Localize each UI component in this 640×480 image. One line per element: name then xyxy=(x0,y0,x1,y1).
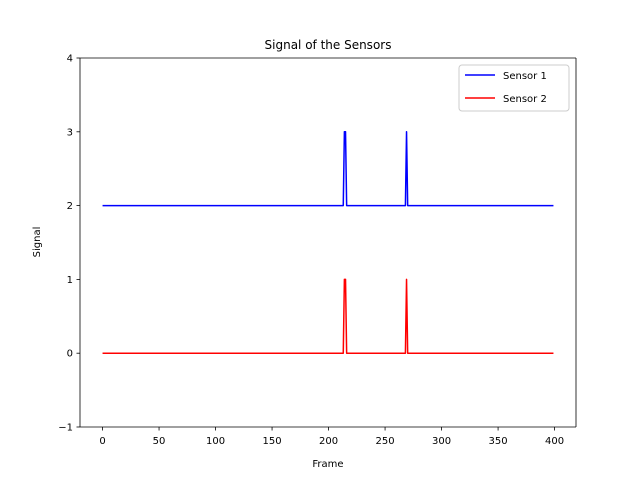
series-layer xyxy=(102,131,554,354)
chart-title: Signal of the Sensors xyxy=(265,38,392,52)
plot-area xyxy=(80,58,576,427)
legend-label-sensor-2: Sensor 2 xyxy=(503,94,547,105)
y-axis-ticks: −1 0 1 2 3 4 xyxy=(58,54,80,434)
y-tick-label: 0 xyxy=(67,349,73,360)
x-tick-label: 400 xyxy=(545,436,564,447)
series-line-sensor-2 xyxy=(102,278,554,354)
x-tick-label: 350 xyxy=(489,436,508,447)
x-tick-label: 250 xyxy=(376,436,395,447)
x-axis-ticks: 0 50 100 150 200 250 300 350 400 xyxy=(99,427,564,447)
x-tick-label: 300 xyxy=(432,436,451,447)
y-tick-label: 4 xyxy=(67,54,73,65)
x-tick-label: 0 xyxy=(99,436,105,447)
x-tick-label: 100 xyxy=(206,436,225,447)
y-tick-label: −1 xyxy=(58,423,73,434)
legend-box xyxy=(458,64,570,112)
legend-label-sensor-1: Sensor 1 xyxy=(503,71,547,82)
y-tick-label: 2 xyxy=(67,201,73,212)
series-line-sensor-1 xyxy=(102,131,554,207)
x-axis-label: Frame xyxy=(312,459,343,470)
y-tick-label: 1 xyxy=(67,275,73,286)
x-tick-label: 150 xyxy=(263,436,282,447)
y-tick-label: 3 xyxy=(67,127,73,138)
legend: Sensor 1 Sensor 2 xyxy=(458,64,570,112)
y-axis-label: Signal xyxy=(32,227,43,258)
x-tick-label: 50 xyxy=(153,436,166,447)
axes-frame xyxy=(79,57,577,428)
x-tick-label: 200 xyxy=(319,436,338,447)
